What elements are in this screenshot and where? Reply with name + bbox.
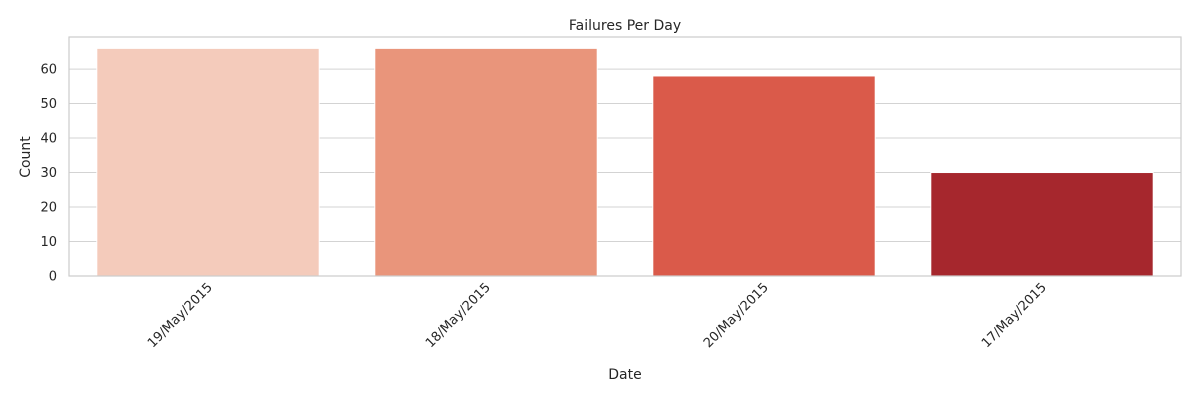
chart-title: Failures Per Day <box>569 18 681 34</box>
y-tick-label: 40 <box>40 132 57 147</box>
plot-frame <box>68 36 1182 277</box>
x-tick-label: 20/May/2015 <box>701 280 772 351</box>
y-tick-label: 60 <box>40 63 57 78</box>
y-tick-label: 50 <box>40 97 57 112</box>
x-tick-label: 18/May/2015 <box>423 280 494 351</box>
bar-2 <box>652 75 876 277</box>
y-axis-label: Count <box>18 136 34 178</box>
y-tick-label: 30 <box>40 166 57 181</box>
bar-0 <box>96 47 320 277</box>
y-tick-label: 20 <box>40 201 57 216</box>
y-tick-label: 10 <box>40 235 57 250</box>
x-tick-label: 17/May/2015 <box>979 280 1050 351</box>
bars <box>96 47 1154 277</box>
x-axis-label: Date <box>608 367 641 383</box>
x-tick-labels: 19/May/2015 18/May/2015 20/May/2015 17/May/… <box>145 280 1050 351</box>
bar-1 <box>374 47 598 277</box>
y-tick-labels: 0 10 20 30 40 50 60 <box>40 63 57 285</box>
x-tick-label: 19/May/2015 <box>145 280 216 351</box>
y-tick-label: 0 <box>49 270 57 285</box>
bar-3 <box>930 172 1154 277</box>
